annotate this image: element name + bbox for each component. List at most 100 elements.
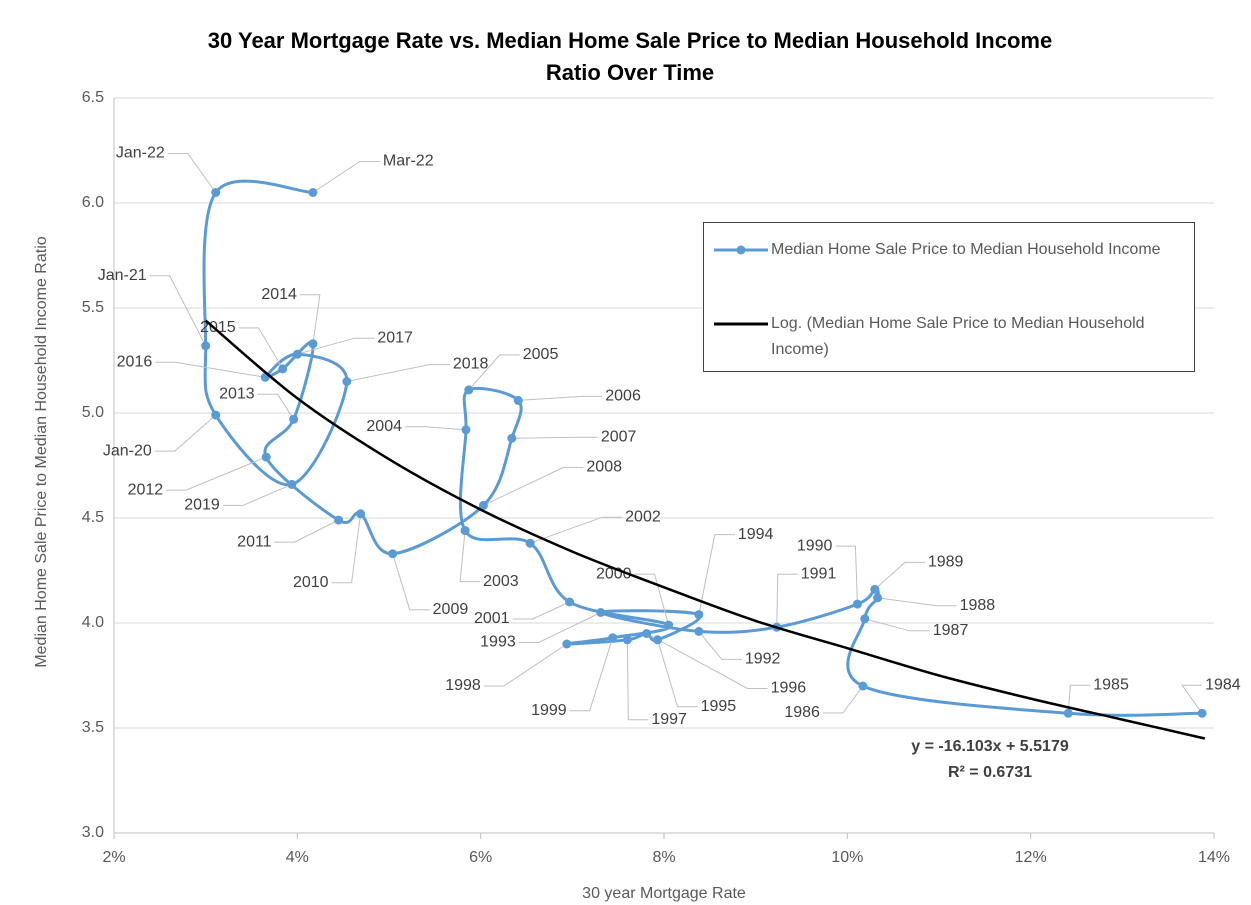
point bbox=[870, 584, 880, 594]
trendline bbox=[204, 319, 1206, 740]
point-label: Jan-22 bbox=[116, 145, 165, 162]
leader-line bbox=[155, 361, 266, 378]
point bbox=[478, 500, 488, 510]
point bbox=[356, 509, 366, 519]
point-label: Jan-21 bbox=[98, 267, 147, 284]
point-label: 1984 bbox=[1205, 677, 1241, 694]
y-tick-label: 3.5 bbox=[82, 719, 104, 736]
y-axis-label: Median Home Sale Price to Median Househo… bbox=[33, 236, 50, 667]
leader-line bbox=[569, 637, 614, 712]
point-label: 1987 bbox=[933, 622, 969, 639]
point bbox=[562, 639, 572, 649]
legend-label: Median Home Sale Price to Median Househo… bbox=[771, 241, 1161, 258]
point bbox=[525, 538, 535, 548]
y-tick-label: 5.0 bbox=[82, 404, 104, 421]
point bbox=[1063, 708, 1073, 718]
leader-line bbox=[626, 639, 649, 721]
point-label: 1989 bbox=[928, 554, 964, 571]
leader-line bbox=[331, 513, 362, 584]
point-label: 1999 bbox=[531, 702, 567, 719]
point-label: 1994 bbox=[738, 526, 774, 543]
point-label: 2013 bbox=[219, 386, 255, 403]
point bbox=[211, 410, 221, 420]
leader-line bbox=[874, 561, 925, 590]
point-label: 1998 bbox=[445, 677, 481, 694]
point bbox=[858, 681, 868, 691]
y-tick-label: 3.0 bbox=[82, 824, 104, 841]
point bbox=[342, 377, 352, 386]
legend-marker bbox=[736, 245, 746, 255]
leader-line bbox=[167, 153, 217, 193]
point-label: 2002 bbox=[625, 508, 661, 525]
legend: Median Home Sale Price to Median Househo… bbox=[703, 222, 1195, 372]
leader-line bbox=[299, 294, 321, 344]
point-label: 1996 bbox=[771, 680, 807, 697]
leader-line bbox=[1067, 684, 1091, 714]
point-label: 1995 bbox=[701, 698, 737, 715]
leader-line bbox=[257, 393, 295, 420]
point-label: Mar-22 bbox=[383, 153, 434, 170]
x-axis-label: 30 year Mortgage Rate bbox=[582, 885, 746, 902]
point-label: 2011 bbox=[237, 533, 272, 550]
point bbox=[653, 635, 663, 645]
point-label: 2018 bbox=[453, 356, 489, 373]
leader-line bbox=[512, 601, 570, 620]
leader-line bbox=[511, 436, 598, 439]
leader-line bbox=[518, 612, 601, 643]
leader-line bbox=[634, 573, 670, 626]
point-label: 2012 bbox=[128, 481, 164, 498]
point-label: 2014 bbox=[261, 286, 297, 303]
point-label: 1997 bbox=[651, 711, 687, 728]
legend-swatch bbox=[714, 245, 768, 255]
x-tick-label: 8% bbox=[652, 849, 675, 866]
leader-line bbox=[312, 161, 380, 193]
leader-line bbox=[835, 545, 858, 605]
point bbox=[289, 414, 299, 424]
point bbox=[873, 593, 883, 603]
point-label: 2006 bbox=[605, 388, 641, 405]
leader-line bbox=[1181, 684, 1203, 714]
point bbox=[664, 620, 674, 630]
leader-line bbox=[274, 519, 339, 543]
point-label: 2001 bbox=[474, 610, 510, 627]
point-label: 2009 bbox=[433, 601, 469, 618]
point bbox=[860, 614, 870, 624]
point-label: 1988 bbox=[960, 597, 996, 614]
y-tick-label: 4.0 bbox=[82, 614, 104, 631]
trend-r-squared: R² = 0.6731 bbox=[948, 764, 1032, 781]
point bbox=[642, 629, 652, 638]
point bbox=[308, 188, 318, 197]
leader-line bbox=[698, 631, 742, 660]
leader-line bbox=[822, 685, 864, 714]
point bbox=[1197, 708, 1207, 718]
leader-line bbox=[459, 530, 481, 583]
leader-line bbox=[518, 395, 603, 401]
leader-line bbox=[154, 414, 217, 452]
leader-line bbox=[166, 456, 267, 491]
legend-label: Log. (Median Home Sale Price to Median H… bbox=[771, 315, 1145, 358]
x-tick-label: 2% bbox=[102, 849, 125, 866]
point bbox=[292, 349, 302, 359]
point-label: 1991 bbox=[801, 565, 837, 582]
point-label: 2016 bbox=[117, 354, 153, 371]
x-tick-label: 12% bbox=[1015, 849, 1047, 866]
point bbox=[261, 452, 271, 462]
y-tick-label: 4.5 bbox=[82, 509, 104, 526]
point bbox=[694, 626, 704, 636]
point-label: 2005 bbox=[523, 346, 559, 363]
point bbox=[608, 633, 618, 643]
point bbox=[565, 597, 575, 607]
trend-equation: y = -16.103x + 5.5179 bbox=[911, 738, 1069, 755]
point-label: 1990 bbox=[797, 537, 833, 554]
leader-line bbox=[222, 483, 293, 506]
leader-line bbox=[646, 633, 768, 689]
leader-line bbox=[698, 534, 735, 615]
chart-title: 30 Year Mortgage Rate vs. Median Home Sa… bbox=[208, 28, 1052, 53]
leader-line bbox=[529, 516, 623, 544]
leader-line bbox=[864, 618, 930, 632]
point bbox=[334, 515, 344, 525]
point-label: 1992 bbox=[745, 651, 781, 668]
point bbox=[460, 526, 470, 536]
